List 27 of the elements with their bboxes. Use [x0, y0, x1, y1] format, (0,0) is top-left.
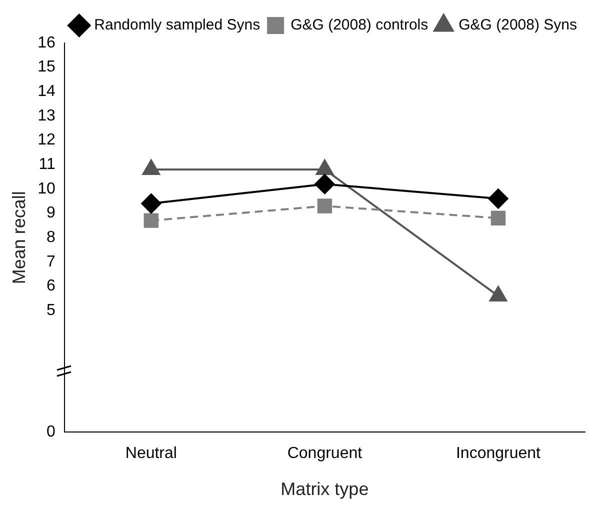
x-tick-label: Neutral — [125, 445, 177, 462]
y-axis-title: Mean recall — [8, 191, 29, 284]
y-tick-label: 11 — [38, 156, 56, 174]
legend-label: G&G (2008) controls — [290, 16, 428, 34]
y-tick-label: 5 — [46, 302, 56, 319]
point — [490, 210, 506, 226]
x-tick-label: Incongruent — [456, 445, 542, 462]
y-tick-label: 15 — [38, 58, 56, 76]
x-tick-label: Congruent — [287, 445, 363, 462]
y-tick-label: 0 — [46, 424, 56, 441]
legend-label: G&G (2008) Syns — [458, 16, 578, 34]
y-tick-label: 7 — [46, 253, 56, 270]
y-tick-label: 6 — [46, 278, 56, 295]
y-tick-label: 13 — [38, 107, 56, 124]
y-tick-label: 16 — [38, 34, 56, 52]
point — [144, 213, 159, 228]
y-tick-label: 14 — [38, 83, 56, 100]
y-tick-label: 12 — [38, 132, 56, 149]
x-axis-title: Matrix type — [280, 479, 369, 500]
y-tick-label: 8 — [46, 229, 56, 246]
y-tick-label: 9 — [46, 204, 56, 222]
point — [314, 174, 335, 194]
point — [488, 188, 508, 209]
point — [141, 194, 162, 214]
y-tick-label: 10 — [38, 180, 56, 198]
point — [317, 198, 332, 214]
legend-label: Randomly sampled Syns — [94, 16, 260, 34]
